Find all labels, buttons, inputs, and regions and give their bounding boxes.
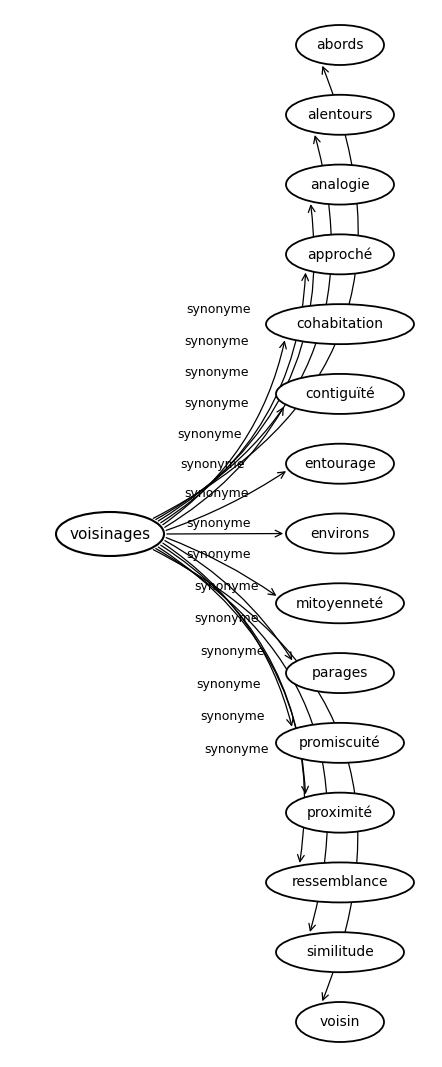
Text: synonyme: synonyme — [187, 517, 251, 530]
Ellipse shape — [296, 1002, 384, 1042]
Ellipse shape — [286, 235, 394, 274]
Ellipse shape — [286, 513, 394, 554]
Text: synonyme: synonyme — [186, 303, 251, 317]
Ellipse shape — [286, 95, 394, 134]
Text: synonyme: synonyme — [200, 644, 265, 658]
Text: voisin: voisin — [320, 1015, 360, 1029]
Ellipse shape — [276, 722, 404, 763]
Text: synonyme: synonyme — [197, 678, 261, 690]
Text: voisinages: voisinages — [69, 526, 151, 541]
Text: approché: approché — [307, 248, 373, 261]
Ellipse shape — [266, 862, 414, 903]
Text: similitude: similitude — [306, 945, 374, 959]
Text: synonyme: synonyme — [185, 488, 249, 500]
Ellipse shape — [276, 373, 404, 414]
Text: synonyme: synonyme — [204, 743, 269, 755]
Text: promiscuité: promiscuité — [299, 735, 381, 750]
Text: entourage: entourage — [304, 457, 376, 471]
Text: analogie: analogie — [310, 177, 370, 192]
Ellipse shape — [56, 512, 164, 556]
Ellipse shape — [296, 25, 384, 65]
Text: synonyme: synonyme — [185, 366, 249, 379]
Text: proximité: proximité — [307, 806, 373, 819]
Text: abords: abords — [316, 38, 364, 52]
Text: ressemblance: ressemblance — [292, 875, 388, 890]
Text: synonyme: synonyme — [186, 548, 251, 561]
Text: environs: environs — [310, 526, 370, 541]
Text: alentours: alentours — [307, 108, 373, 122]
Text: synonyme: synonyme — [200, 711, 264, 723]
Text: cohabitation: cohabitation — [297, 317, 384, 331]
Text: synonyme: synonyme — [180, 458, 245, 471]
Ellipse shape — [286, 653, 394, 694]
Text: parages: parages — [312, 666, 368, 680]
Ellipse shape — [276, 933, 404, 972]
Ellipse shape — [276, 584, 404, 623]
Text: synonyme: synonyme — [185, 335, 249, 348]
Text: synonyme: synonyme — [194, 579, 259, 593]
Text: synonyme: synonyme — [185, 397, 249, 410]
Ellipse shape — [266, 304, 414, 345]
Ellipse shape — [286, 444, 394, 483]
Text: contiguïté: contiguïté — [305, 386, 375, 401]
Text: mitoyenneté: mitoyenneté — [296, 596, 384, 610]
Ellipse shape — [286, 164, 394, 205]
Ellipse shape — [286, 793, 394, 832]
Text: synonyme: synonyme — [194, 612, 259, 625]
Text: synonyme: synonyme — [178, 428, 242, 441]
